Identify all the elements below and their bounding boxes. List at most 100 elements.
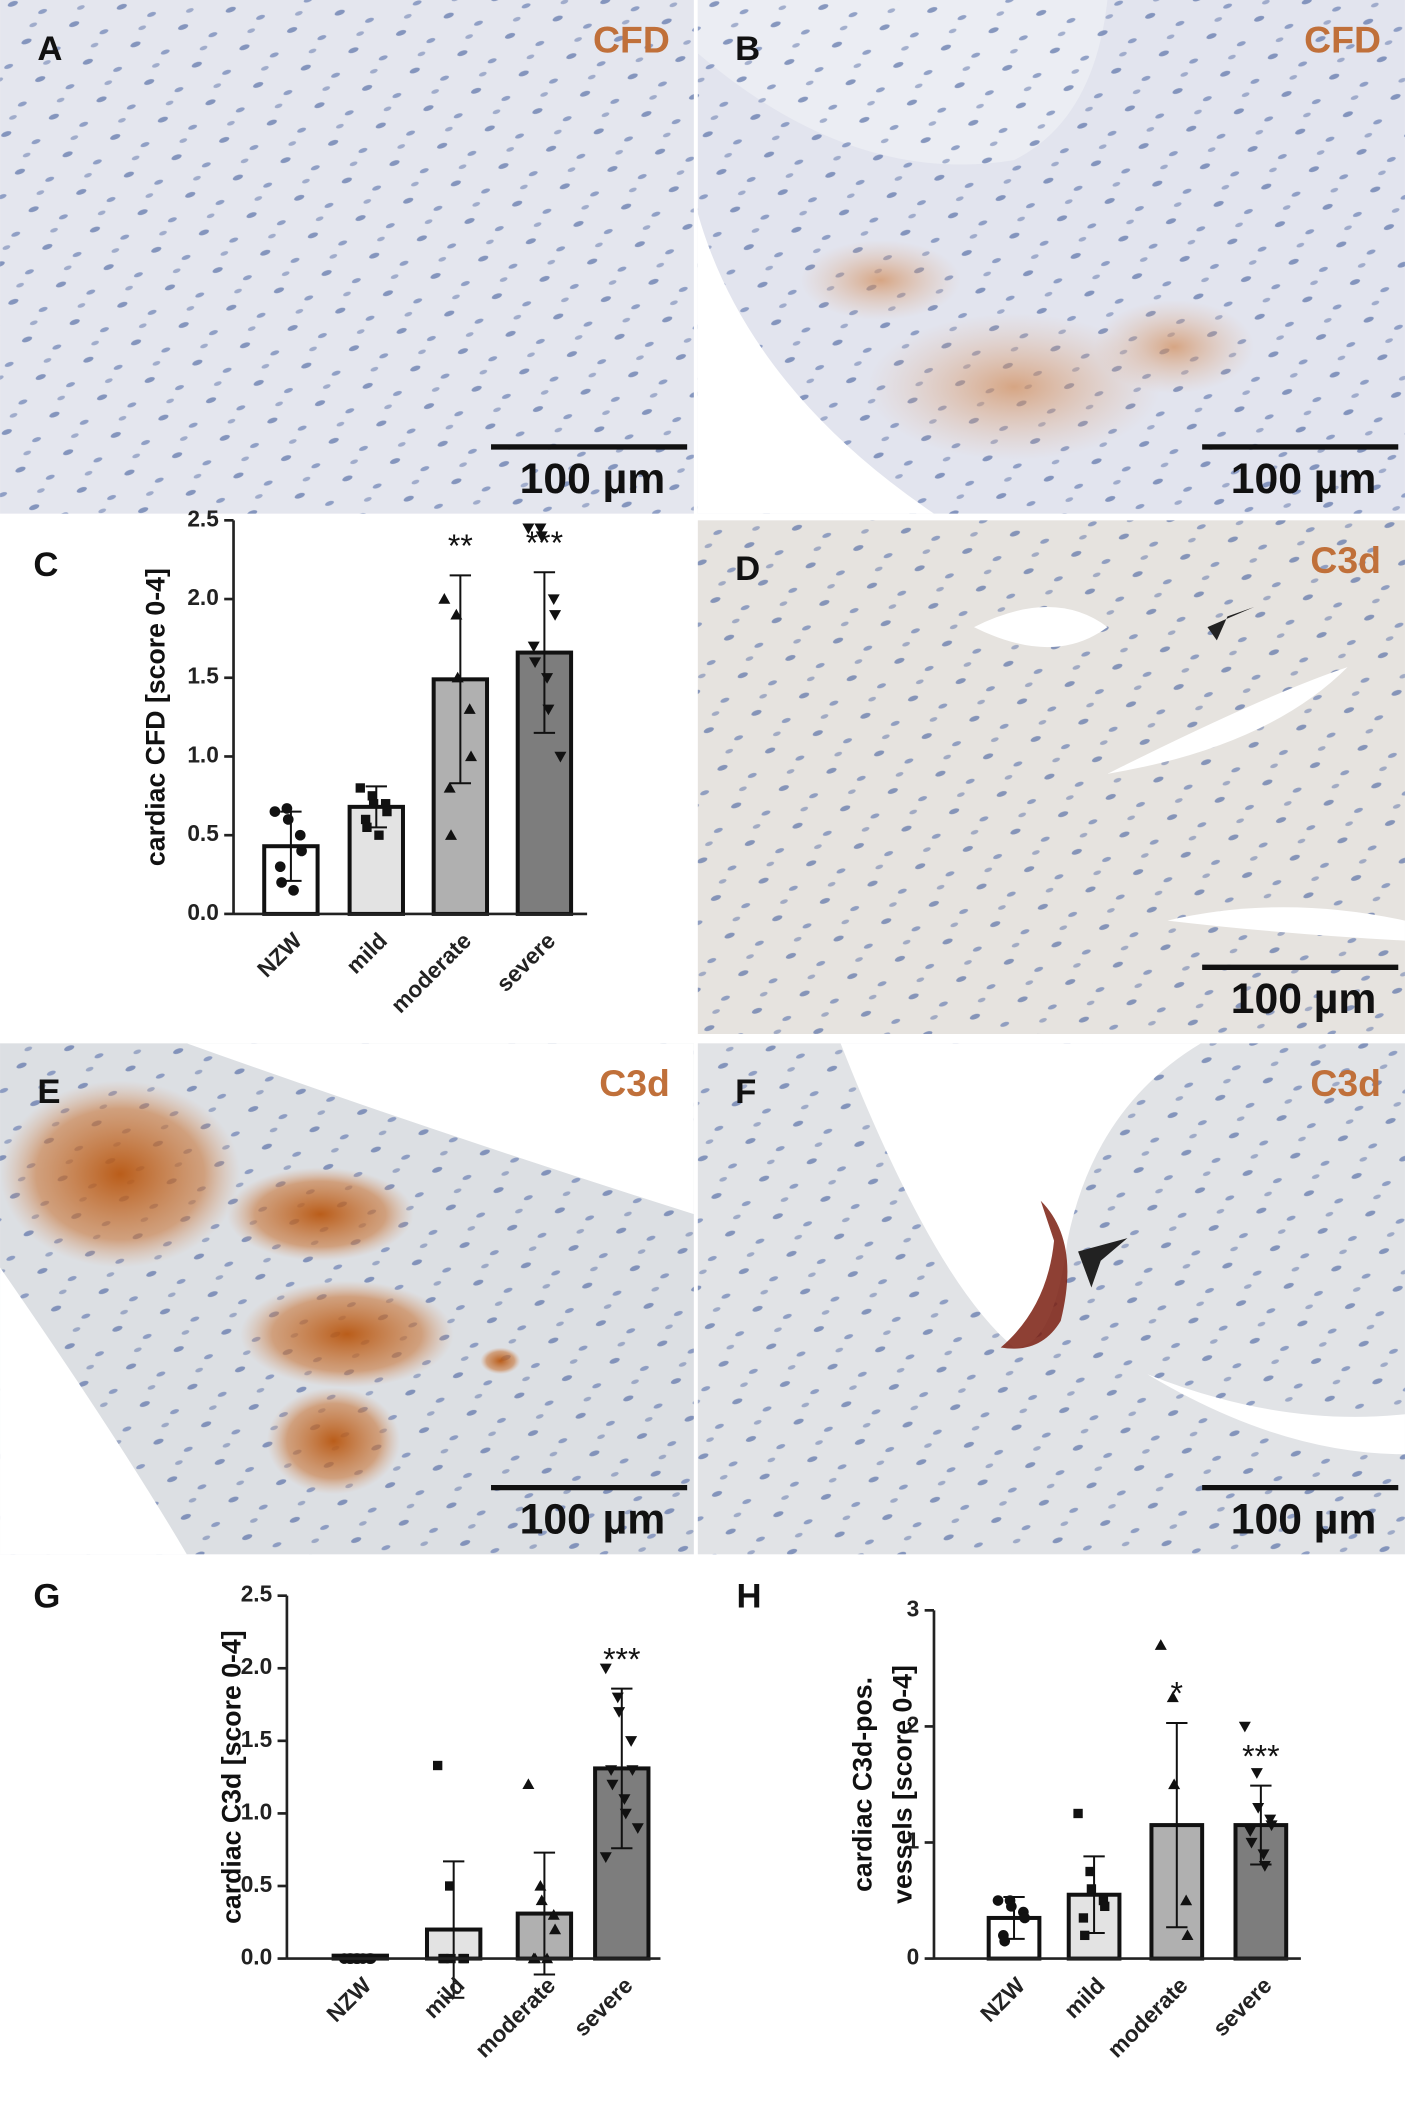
scale-bar-label: 100 µm xyxy=(520,1496,666,1544)
data-point xyxy=(1250,1768,1263,1779)
y-axis-title: vessels [score 0-4] xyxy=(888,1665,918,1904)
y-axis-title: cardiac C3d [score 0-4] xyxy=(217,1630,247,1924)
data-point xyxy=(631,1823,644,1834)
x-tick-label: mild xyxy=(1059,1972,1110,2023)
data-point xyxy=(368,799,379,809)
data-point xyxy=(599,1852,612,1863)
stain-label: C3d xyxy=(1310,1062,1381,1104)
data-point xyxy=(1098,1895,1109,1906)
data-point xyxy=(606,1779,619,1791)
data-point xyxy=(547,594,560,606)
vessel-lumen xyxy=(840,1043,1201,1348)
data-point xyxy=(534,1879,547,1891)
data-point xyxy=(611,1692,624,1704)
x-tick-label: severe xyxy=(1207,1972,1276,2041)
data-point xyxy=(445,1881,455,1891)
stain-label: C3d xyxy=(1310,539,1381,581)
panel-letter: G xyxy=(33,1578,60,1616)
data-point xyxy=(362,822,372,832)
y-axis-title: cardiac C3d-pos. xyxy=(848,1677,878,1892)
background-area xyxy=(186,1043,694,1215)
y-tick-label: 1.0 xyxy=(241,1798,273,1824)
data-point xyxy=(1181,1929,1194,1941)
data-point xyxy=(382,806,392,817)
data-point xyxy=(380,799,391,809)
stain xyxy=(1094,300,1255,394)
significance-label: *** xyxy=(526,525,563,561)
data-point xyxy=(269,806,281,817)
data-point xyxy=(360,814,371,825)
significance-label: * xyxy=(1171,1676,1183,1712)
scale-bar-label: 100 µm xyxy=(1231,975,1377,1023)
stain xyxy=(480,1347,521,1375)
data-point xyxy=(542,704,555,716)
panel-letter: F xyxy=(735,1073,756,1111)
y-tick-label: 0.0 xyxy=(241,1944,273,1970)
background-area xyxy=(697,213,934,514)
y-tick-label: 1.0 xyxy=(187,741,219,767)
y-tick-label: 2.0 xyxy=(187,584,219,610)
y-tick-label: 3 xyxy=(907,1595,920,1621)
data-point xyxy=(1019,1912,1031,1924)
x-tick-label: mild xyxy=(341,927,392,978)
data-point xyxy=(522,523,535,535)
data-point xyxy=(281,803,293,814)
data-point xyxy=(443,781,456,793)
data-point xyxy=(274,861,286,873)
data-point xyxy=(1085,1866,1095,1877)
y-tick-label: 0.5 xyxy=(187,820,219,846)
data-point xyxy=(527,641,540,653)
panel-letter: H xyxy=(737,1578,762,1616)
x-tick-label: severe xyxy=(568,1972,637,2041)
data-point xyxy=(541,673,554,684)
data-point xyxy=(522,1778,535,1790)
data-point xyxy=(534,523,547,535)
data-point xyxy=(438,593,451,604)
stain xyxy=(1000,1200,1068,1349)
data-point xyxy=(1180,1894,1193,1906)
data-point xyxy=(355,783,365,793)
x-tick-label: NZW xyxy=(252,927,307,982)
data-point xyxy=(554,751,567,763)
y-axis-title: cardiac CFD [score 0-4] xyxy=(141,568,171,866)
data-point xyxy=(626,1765,639,1776)
significance-label: *** xyxy=(603,1641,640,1677)
data-point xyxy=(451,671,464,683)
data-point xyxy=(1245,1837,1258,1849)
data-point xyxy=(599,1663,612,1675)
x-tick-label: moderate xyxy=(386,927,477,1018)
micrograph-images xyxy=(0,0,1405,1555)
data-point xyxy=(288,884,299,896)
x-tick-label: severe xyxy=(491,927,560,996)
scale-bar-label: 100 µm xyxy=(1231,1496,1377,1544)
data-point xyxy=(992,1895,1004,1906)
data-point xyxy=(463,703,476,714)
nuclei xyxy=(0,0,694,514)
data-point xyxy=(450,608,463,620)
data-point xyxy=(535,531,548,543)
data-point xyxy=(282,814,294,825)
data-point xyxy=(276,877,287,888)
data-point xyxy=(432,1760,443,1771)
data-point xyxy=(625,1736,638,1747)
panel-letter: E xyxy=(37,1073,60,1111)
background-area xyxy=(0,1267,187,1555)
stain-label: CFD xyxy=(593,19,670,61)
x-tick-label: NZW xyxy=(321,1972,376,2027)
x-tick-label: NZW xyxy=(975,1972,1030,2027)
data-point xyxy=(999,1935,1011,1947)
stain xyxy=(226,1167,414,1261)
y-tick-label: 2.5 xyxy=(187,505,219,531)
y-tick-label: 0 xyxy=(907,1944,920,1970)
data-point xyxy=(296,845,307,857)
stain xyxy=(867,313,1161,461)
x-tick-label: mild xyxy=(418,1972,469,2023)
data-point xyxy=(1073,1808,1083,1819)
y-tick-label: 0.5 xyxy=(241,1871,273,1897)
data-point xyxy=(549,610,562,621)
error-bar xyxy=(611,1687,633,1850)
data-point xyxy=(1086,1884,1097,1894)
data-point xyxy=(549,1923,562,1935)
data-point xyxy=(367,791,377,801)
